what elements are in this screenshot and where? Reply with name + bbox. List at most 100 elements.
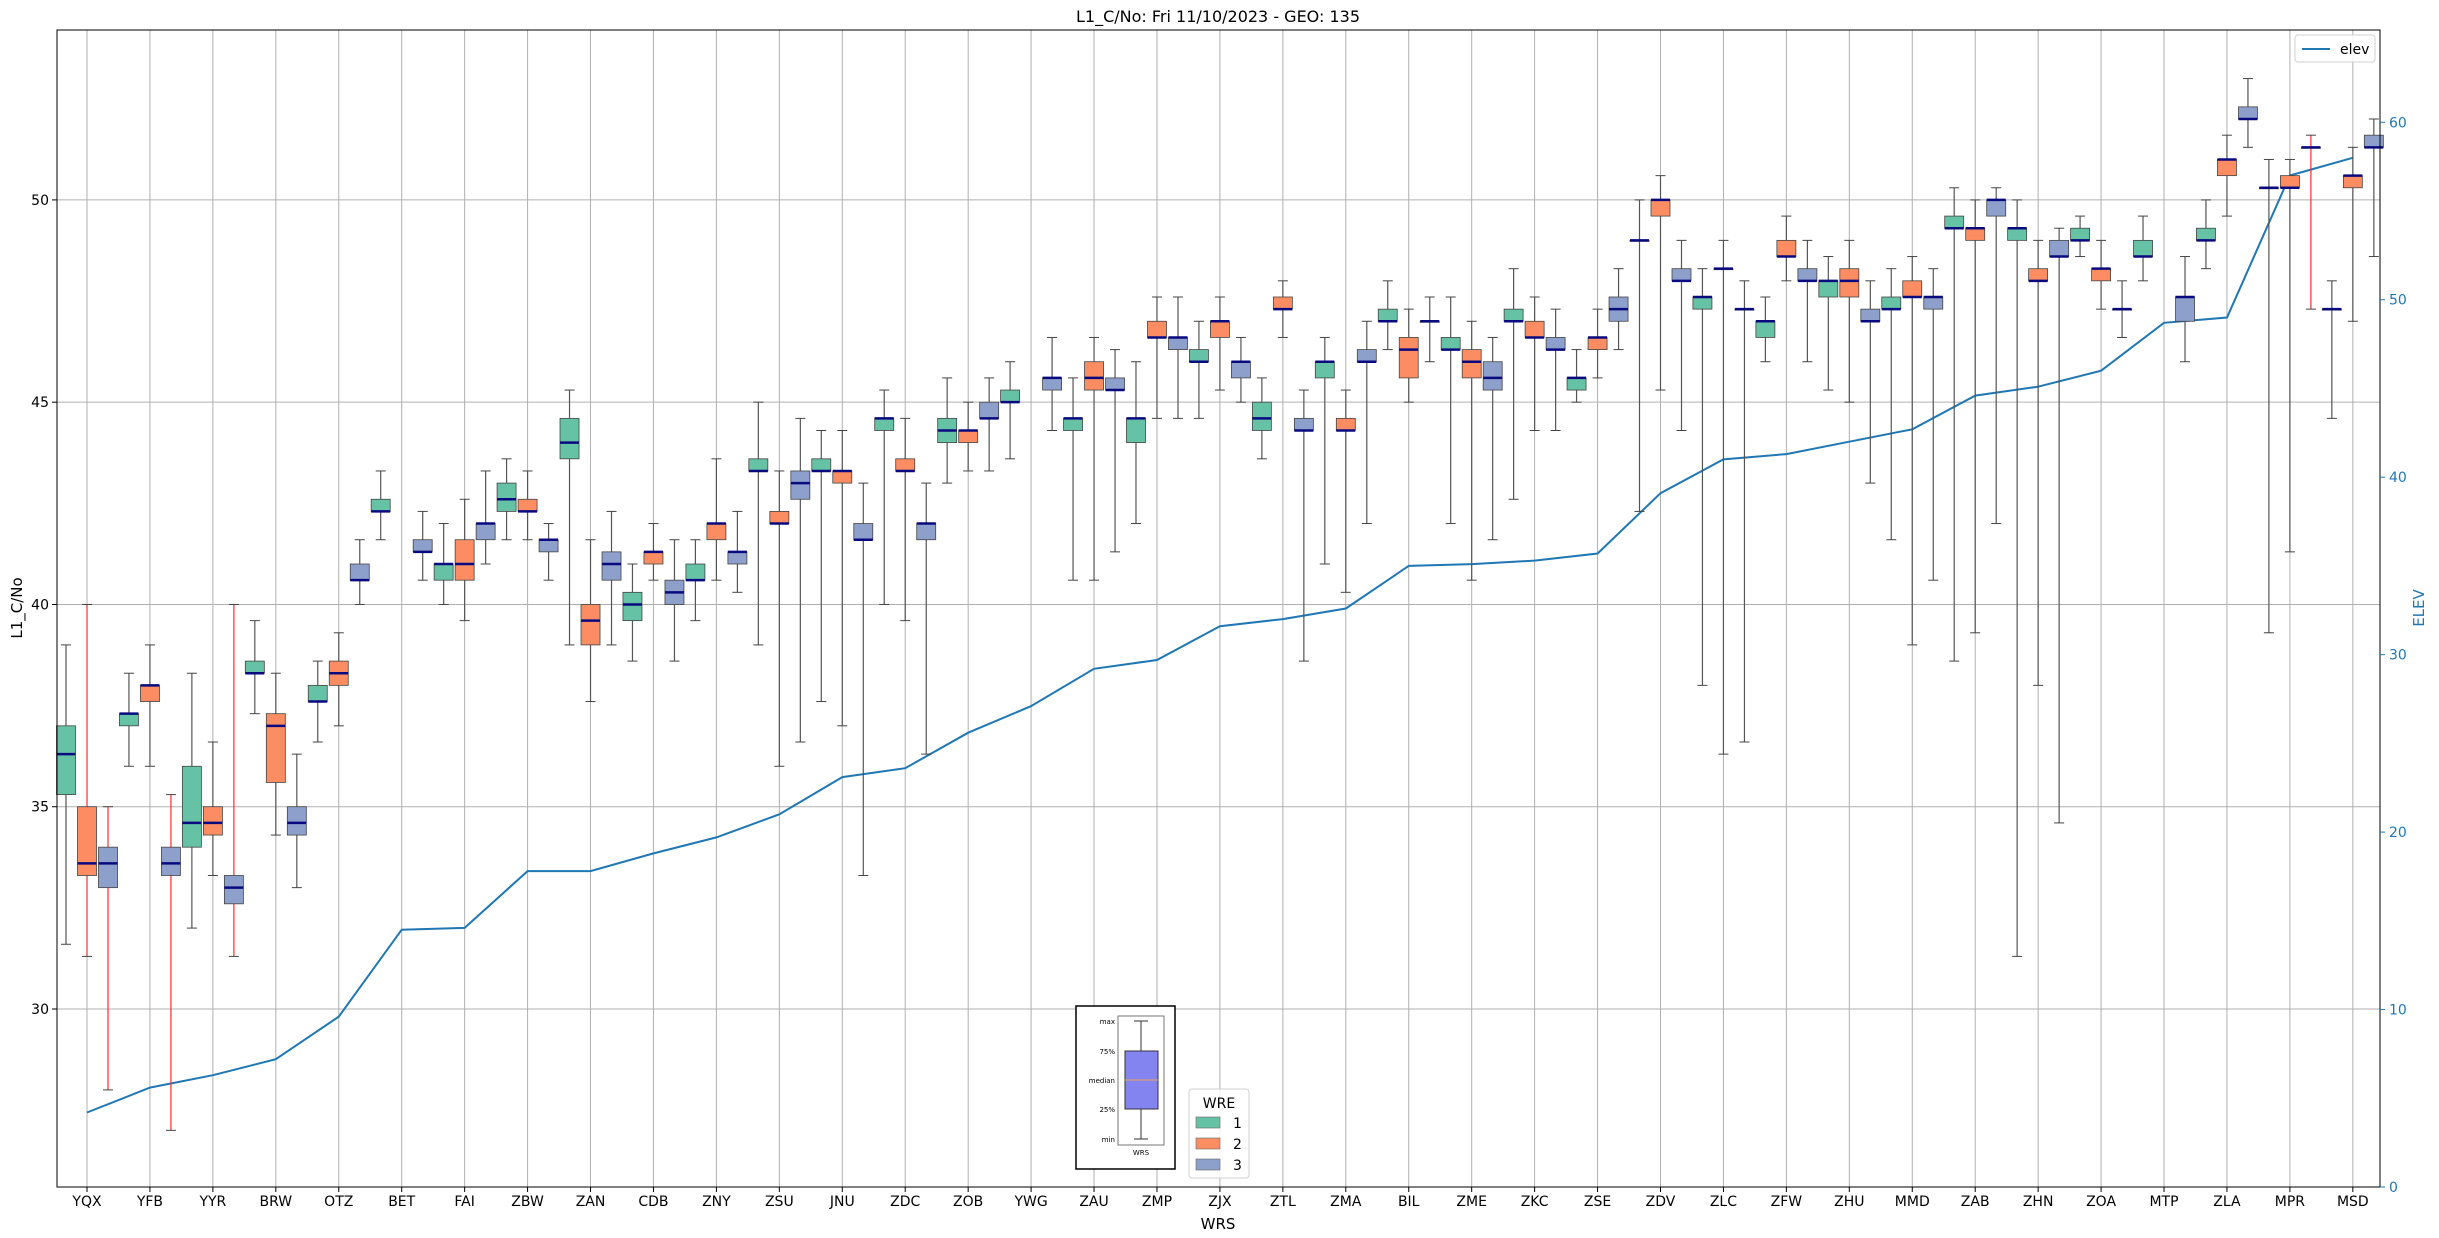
y-axis-left: 30 35 40 45 50 — [31, 193, 57, 1018]
box-zau-wre2 — [1084, 336, 1104, 581]
chart-title: L1_C/No: Fri 11/10/2023 - GEO: 135 — [1076, 7, 1360, 27]
box-body — [1755, 320, 1776, 338]
box-body — [161, 846, 181, 876]
box-zan-wre1 — [559, 389, 580, 646]
wre-legend-frame — [1188, 1088, 1250, 1179]
box-zan-wre3 — [601, 510, 622, 646]
box-yfb-wre1 — [119, 672, 139, 767]
box-zma-wre3 — [1356, 320, 1377, 525]
box-body — [1587, 337, 1608, 350]
box-body — [265, 713, 286, 783]
box-zdv-wre1 — [1629, 199, 1650, 512]
box-zkc-wre1 — [1503, 268, 1524, 500]
box-body — [1776, 239, 1797, 257]
box-yfb-wre3 — [161, 794, 181, 1131]
box-zab-wre1 — [1944, 187, 1965, 662]
box-body — [769, 511, 790, 524]
x-tick-label: ZTL — [1270, 1194, 1296, 1210]
x-tick-label: ZJX — [1208, 1194, 1232, 1210]
inset-label-q3: 75% — [1099, 1048, 1115, 1056]
box-yyr-wre3 — [223, 603, 244, 957]
box-zjx-wre1 — [1189, 320, 1209, 419]
x-tick-label: ZDC — [890, 1194, 920, 1210]
box-body — [1440, 337, 1461, 350]
box-body — [1314, 361, 1335, 379]
wre-legend-label-1: 1 — [1233, 1116, 1242, 1132]
x-tick-label: ZHN — [2023, 1194, 2054, 1210]
box-body — [119, 713, 139, 727]
box-body — [1210, 320, 1230, 338]
box-zsu-wre3 — [790, 417, 811, 743]
box-body — [1293, 417, 1314, 431]
x-tick-label: ZOB — [953, 1194, 983, 1210]
box-body — [2238, 106, 2258, 120]
box-zab-wre2 — [1965, 199, 1986, 634]
x-tick-label: YQX — [71, 1194, 102, 1210]
box-yfb-wre2 — [140, 644, 160, 767]
box-bil-wre1 — [1377, 280, 1398, 351]
box-mtp-wre3 — [2175, 256, 2195, 363]
elev-legend: elev — [2294, 34, 2376, 63]
wre-legend-label-2: 2 — [1233, 1137, 1242, 1153]
box-layer — [56, 78, 2384, 1131]
box-body — [811, 458, 832, 472]
box-body — [98, 846, 118, 889]
inset-label-median: median — [1089, 1077, 1115, 1085]
box-zdv-wre2 — [1650, 175, 1671, 391]
y2-tick-label: 20 — [2389, 825, 2407, 841]
box-body — [1482, 361, 1503, 391]
box-zla-wre2 — [2217, 134, 2237, 217]
box-yqx-wre2 — [77, 603, 97, 957]
box-mmd-wre3 — [1923, 268, 1944, 581]
box-zla-wre3 — [2238, 78, 2258, 148]
box-body — [1105, 377, 1125, 391]
y2-tick-label: 40 — [2389, 470, 2407, 486]
box-body — [1923, 296, 1944, 310]
box-zau-wre3 — [1105, 349, 1125, 553]
x-tick-label: ZMP — [1142, 1194, 1172, 1210]
box-body — [748, 458, 769, 472]
box-zkc-wre2 — [1524, 296, 1545, 431]
box-jnu-wre2 — [832, 430, 853, 727]
boxplot-key-inset: max 75% median 25% min WRS — [1075, 1005, 1176, 1170]
x-tick-label: ZKC — [1521, 1194, 1549, 1210]
box-zmp-wre1 — [1126, 361, 1146, 525]
box-body — [1189, 349, 1209, 363]
box-body — [307, 684, 328, 702]
box-body — [433, 563, 454, 581]
box-mpr-wre2 — [2279, 158, 2300, 553]
box-zme-wre3 — [1482, 336, 1503, 541]
box-zdc-wre2 — [895, 417, 916, 622]
x-tick-label: YYR — [198, 1194, 226, 1210]
box-body — [895, 458, 916, 472]
elev-legend-label: elev — [2340, 42, 2369, 58]
box-body — [832, 470, 853, 484]
box-body — [2028, 268, 2049, 282]
inset-label-min: min — [1102, 1136, 1115, 1144]
box-zse-wre2 — [1587, 308, 1608, 379]
x-tick-label: ZOA — [2086, 1194, 2116, 1210]
x-tick-label: ZDV — [1646, 1194, 1676, 1210]
box-zma-wre1 — [1314, 336, 1335, 565]
box-zab-wre3 — [1986, 187, 2007, 525]
box-body — [1377, 308, 1398, 322]
box-zoa-wre1 — [2070, 215, 2090, 258]
y-tick-label: 30 — [31, 1002, 49, 1018]
box-zjx-wre2 — [1210, 296, 1230, 391]
box-zse-wre1 — [1566, 349, 1587, 403]
x-tick-label: ZLA — [2213, 1194, 2241, 1210]
box-body — [370, 498, 391, 512]
box-body — [1839, 268, 1860, 298]
box-body — [1147, 320, 1167, 338]
box-body — [1881, 296, 1902, 310]
x-tick-label: ZLC — [1710, 1194, 1737, 1210]
box-yqx-wre1 — [56, 644, 76, 945]
box-zfw-wre1 — [1755, 296, 1776, 363]
box-zma-wre2 — [1335, 389, 1356, 593]
x-tick-label: ZHU — [1834, 1194, 1864, 1210]
box-body — [2070, 227, 2090, 241]
box-body — [1986, 199, 2007, 217]
box-body — [1042, 377, 1062, 391]
box-zan-wre2 — [580, 539, 601, 703]
